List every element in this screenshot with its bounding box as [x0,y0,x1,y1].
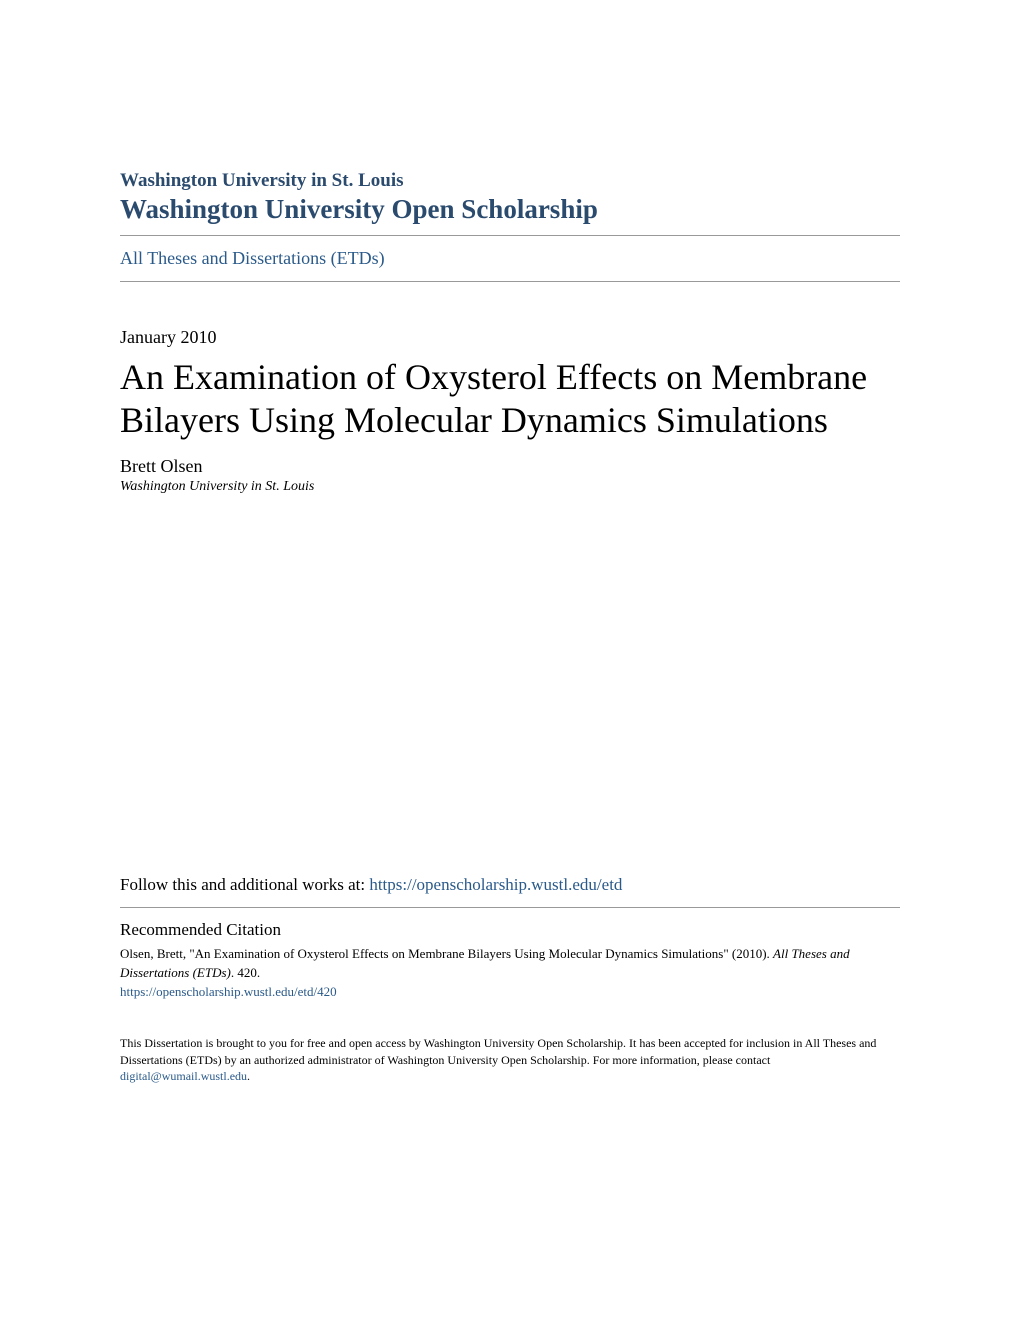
follow-label: Follow this and additional works at: [120,875,369,894]
citation-link[interactable]: https://openscholarship.wustl.edu/etd/42… [120,984,900,1000]
follow-section: Follow this and additional works at: htt… [120,875,900,895]
footer-text: This Dissertation is brought to you for … [120,1035,900,1085]
divider-breadcrumb [120,281,900,282]
follow-link[interactable]: https://openscholarship.wustl.edu/etd [369,875,622,894]
document-affiliation: Washington University in St. Louis [120,479,900,495]
repository-name[interactable]: Washington University Open Scholarship [120,194,900,225]
breadcrumb-collection-link[interactable]: All Theses and Dissertations (ETDs) [120,248,385,268]
citation-part2: . 420. [231,965,260,980]
document-author: Brett Olsen [120,456,900,477]
document-title: An Examination of Oxysterol Effects on M… [120,356,900,442]
citation-part1: Olsen, Brett, "An Examination of Oxyster… [120,946,773,961]
breadcrumb: All Theses and Dissertations (ETDs) [120,236,900,281]
footer-part2: . [247,1069,250,1083]
document-date: January 2010 [120,327,900,348]
institution-name[interactable]: Washington University in St. Louis [120,170,900,192]
footer-contact-link[interactable]: digital@wumail.wustl.edu [120,1069,247,1083]
footer-part1: This Dissertation is brought to you for … [120,1036,876,1067]
citation-text: Olsen, Brett, "An Examination of Oxyster… [120,945,900,981]
citation-heading: Recommended Citation [120,920,900,940]
divider-citation [120,907,900,908]
page-header: Washington University in St. Louis Washi… [120,170,900,225]
